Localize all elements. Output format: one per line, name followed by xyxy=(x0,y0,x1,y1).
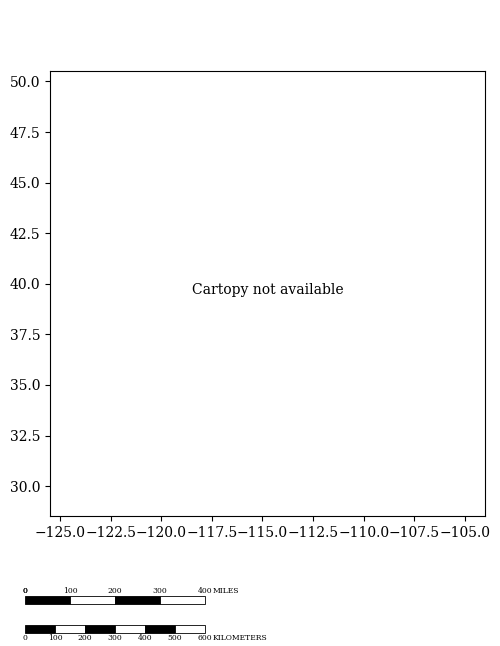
Bar xyxy=(160,596,205,604)
Text: 200: 200 xyxy=(78,634,92,642)
Text: 0: 0 xyxy=(22,634,28,642)
Text: 100: 100 xyxy=(48,634,62,642)
Bar xyxy=(25,596,70,604)
Bar xyxy=(115,625,145,633)
Text: 500: 500 xyxy=(168,634,182,642)
Bar xyxy=(55,625,85,633)
Text: 100: 100 xyxy=(62,587,78,595)
Text: 400: 400 xyxy=(198,587,212,595)
Bar xyxy=(175,625,205,633)
Text: 400: 400 xyxy=(138,634,152,642)
Bar xyxy=(85,625,115,633)
Text: 0: 0 xyxy=(22,587,28,595)
Text: KILOMETERS: KILOMETERS xyxy=(212,634,267,642)
Bar xyxy=(115,596,160,604)
Bar xyxy=(25,625,55,633)
Bar xyxy=(70,596,115,604)
Text: 200: 200 xyxy=(108,587,122,595)
Text: 300: 300 xyxy=(108,634,122,642)
Text: MILES: MILES xyxy=(212,587,239,595)
Text: Cartopy not available: Cartopy not available xyxy=(192,283,344,297)
Text: 0: 0 xyxy=(22,587,28,595)
Text: 600: 600 xyxy=(198,634,212,642)
Text: 300: 300 xyxy=(152,587,168,595)
Bar xyxy=(145,625,175,633)
